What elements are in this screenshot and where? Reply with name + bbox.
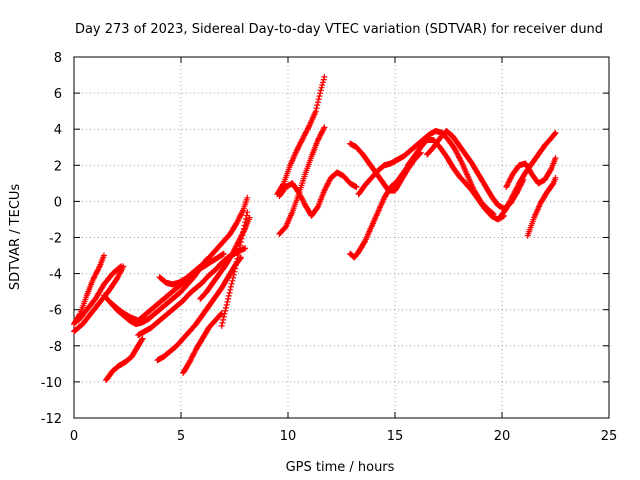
series-track-02 bbox=[71, 263, 127, 335]
scatter-plus-markers bbox=[276, 169, 360, 219]
scatter-plus-markers bbox=[75, 263, 125, 324]
scatter-plus-markers bbox=[71, 263, 127, 335]
scatter-plus-markers bbox=[404, 137, 508, 223]
series-track-23 bbox=[524, 174, 559, 239]
series-track-13 bbox=[274, 73, 328, 198]
chart-title: Day 273 of 2023, Sidereal Day-to-day VTE… bbox=[75, 22, 603, 37]
y-tick-label: -8 bbox=[49, 340, 62, 355]
scatter-plus-markers bbox=[103, 335, 146, 384]
x-tick-label: 20 bbox=[494, 429, 511, 444]
y-tick-label: 0 bbox=[54, 195, 62, 210]
x-tick-label: 10 bbox=[280, 429, 297, 444]
x-axis-label: GPS time / hours bbox=[286, 460, 395, 475]
axis-ticks: 0 5 10 15 20 25 -12 -10 -8 -6 -4 -2 0 2 4 6 8 bbox=[41, 51, 618, 444]
y-tick-label: -6 bbox=[49, 304, 62, 319]
y-tick-label: -10 bbox=[41, 376, 62, 391]
scatter-plus-markers bbox=[496, 129, 559, 221]
y-tick-label: -12 bbox=[41, 412, 62, 427]
y-tick-label: 6 bbox=[54, 87, 62, 102]
series-track-15 bbox=[276, 169, 360, 219]
series-track-07 bbox=[101, 256, 210, 328]
y-axis-label: SDTVAR / TECUs bbox=[8, 184, 23, 291]
x-tick-label: 0 bbox=[70, 429, 78, 444]
grid-lines bbox=[74, 57, 609, 418]
scatter-plus-markers bbox=[503, 155, 559, 190]
series-track-03 bbox=[75, 263, 125, 324]
y-tick-label: 8 bbox=[54, 51, 62, 66]
scatter-plus-markers bbox=[156, 194, 251, 288]
x-tick-label: 15 bbox=[387, 429, 404, 444]
scatter-plus-markers bbox=[197, 214, 253, 302]
scatter-plus-markers bbox=[274, 73, 328, 198]
x-tick-label: 25 bbox=[601, 429, 618, 444]
data-points bbox=[71, 73, 559, 384]
scatter-plus-markers bbox=[101, 256, 210, 328]
y-tick-label: -2 bbox=[49, 232, 62, 247]
y-tick-label: -4 bbox=[49, 268, 62, 283]
y-tick-label: 2 bbox=[54, 159, 62, 174]
scatter-plus-markers bbox=[524, 174, 559, 239]
series-track-09 bbox=[180, 310, 225, 376]
series-track-04 bbox=[103, 335, 146, 384]
series-track-10 bbox=[156, 194, 251, 288]
scatter-plus-markers bbox=[180, 310, 225, 376]
series-track-21 bbox=[496, 129, 559, 221]
y-tick-label: 4 bbox=[54, 123, 62, 138]
series-track-12 bbox=[197, 214, 253, 302]
series-track-19 bbox=[404, 137, 508, 223]
series-track-22 bbox=[503, 155, 559, 190]
x-tick-label: 5 bbox=[177, 429, 185, 444]
